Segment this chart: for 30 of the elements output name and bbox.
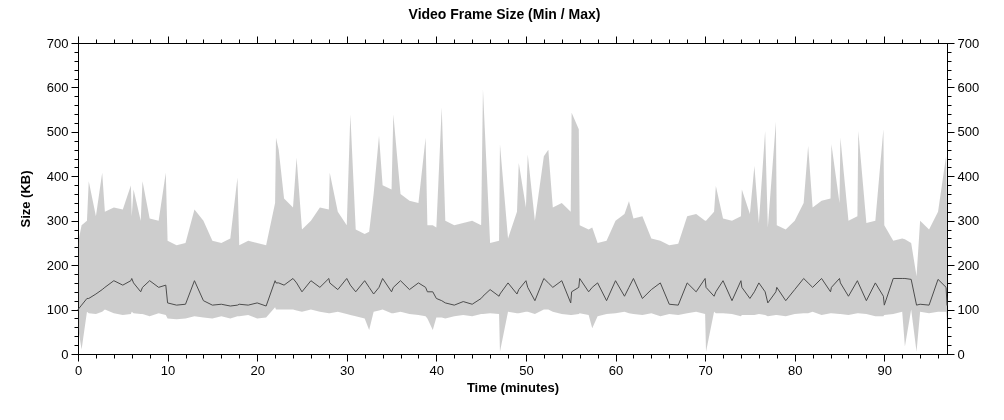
- y2-tick-label: 100: [957, 302, 980, 318]
- y2-tick-label: 500: [957, 124, 980, 140]
- y2-tick-label: 0: [957, 346, 965, 362]
- x-tick-label: 10: [160, 362, 176, 378]
- y2-tick-label: 600: [957, 79, 980, 95]
- y-tick-label: 300: [46, 213, 69, 229]
- x-tick-label: 0: [74, 362, 83, 378]
- y-tick-label: 0: [61, 346, 69, 362]
- x-tick-label: 90: [877, 362, 893, 378]
- y-tick-label: 200: [46, 257, 69, 273]
- y2-tick-label: 300: [957, 213, 980, 229]
- y-tick-label: 400: [46, 168, 69, 184]
- y2-tick-label: 700: [957, 35, 980, 51]
- y-tick-label: 600: [46, 79, 69, 95]
- line-series: [77, 277, 948, 311]
- x-tick-label: 40: [429, 362, 445, 378]
- x-tick-label: 20: [250, 362, 265, 378]
- chart-title: Video Frame Size (Min / Max): [408, 5, 601, 22]
- x-tick-label: 30: [340, 362, 355, 378]
- y-tick-label: 500: [46, 124, 69, 140]
- x-axis-title: Time (minutes): [466, 379, 560, 395]
- y2-tick-label: 400: [957, 168, 980, 184]
- x-tick-label: 60: [608, 362, 624, 378]
- y-axis-title: Size (KB): [17, 170, 33, 228]
- y-tick-label: 100: [46, 302, 69, 318]
- x-tick-label: 70: [698, 362, 713, 378]
- x-tick-label: 50: [519, 362, 534, 378]
- y-tick-label: 700: [46, 35, 69, 51]
- y2-tick-label: 200: [957, 257, 980, 273]
- x-tick-label: 80: [787, 362, 803, 378]
